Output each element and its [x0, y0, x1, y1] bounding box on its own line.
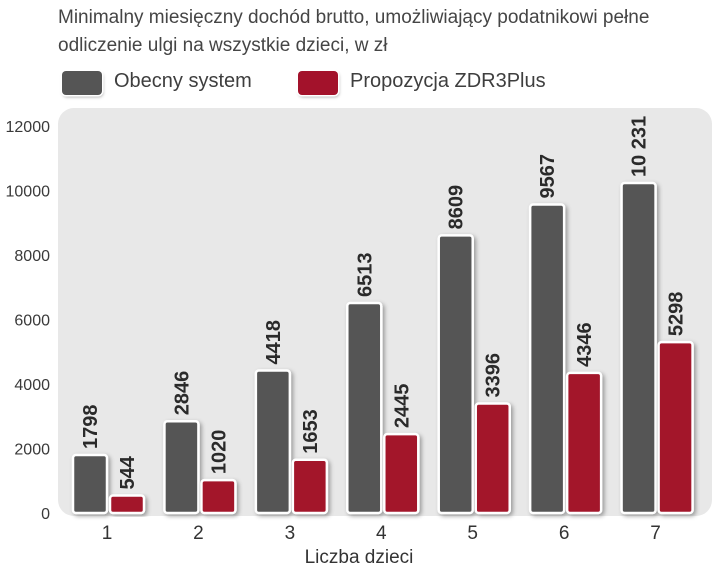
y-tick-label-1: 2000	[14, 442, 50, 459]
bar-s0-c2	[254, 369, 292, 515]
bar-s1-c2	[291, 458, 329, 515]
y-tick-label-3: 6000	[14, 313, 50, 330]
bar-s1-c3	[383, 432, 420, 515]
y-tick-label-5: 10000	[6, 184, 51, 201]
bar-s0-c4	[437, 234, 474, 515]
data-label-s1-c1: 1020	[208, 430, 230, 475]
data-label-s1-c3: 2445	[391, 384, 413, 429]
bar-s0-c6	[620, 181, 657, 515]
x-tick-label-1: 2	[193, 523, 204, 544]
legend-swatch-propozycja-zdr3plus	[298, 71, 338, 95]
legend-label-propozycja-zdr3plus: Propozycja ZDR3Plus	[350, 70, 546, 92]
bar-s1-c6	[657, 340, 694, 515]
data-label-s0-c5: 9567	[537, 154, 559, 199]
y-tick-label-4: 8000	[14, 248, 50, 265]
bar-s1-c1	[200, 478, 237, 515]
data-label-s1-c0: 544	[117, 455, 139, 489]
bar-s0-c0	[71, 453, 109, 515]
bar-s1-c5	[565, 371, 603, 515]
data-label-s1-c6: 5298	[666, 292, 688, 337]
data-label-s1-c4: 3396	[483, 353, 505, 398]
data-label-s1-c5: 4346	[574, 322, 596, 367]
data-label-s0-c6: 10 231	[629, 116, 651, 177]
data-label-s0-c2: 4418	[263, 320, 285, 365]
bar-s1-c4	[474, 402, 511, 515]
data-label-s0-c3: 6513	[354, 252, 376, 297]
data-label-s1-c2: 1653	[300, 409, 322, 454]
y-tick-label-6: 12000	[6, 119, 51, 136]
bar-s0-c3	[346, 301, 383, 515]
x-tick-label-5: 6	[559, 523, 570, 544]
legend-label-obecny-system: Obecny system	[114, 70, 252, 92]
x-tick-label-2: 3	[285, 523, 296, 544]
x-tick-label-0: 1	[102, 523, 113, 544]
data-label-s0-c0: 1798	[80, 405, 102, 450]
bar-s1-c0	[108, 494, 146, 515]
x-tick-label-6: 7	[650, 523, 661, 544]
x-tick-label-3: 4	[376, 523, 387, 544]
x-axis-title: Liczba dzieci	[305, 547, 414, 568]
chart-title: Minimalny miesięczny dochód brutto, umoż…	[58, 7, 650, 56]
bar-s0-c1	[163, 419, 200, 515]
data-label-s0-c1: 2846	[171, 371, 193, 416]
x-tick-label-4: 5	[467, 523, 478, 544]
bar-s0-c5	[528, 203, 566, 515]
y-tick-label-0: 0	[41, 506, 50, 523]
data-label-s0-c4: 8609	[446, 185, 468, 230]
legend-swatch-obecny-system	[62, 71, 102, 95]
y-tick-label-2: 4000	[14, 377, 50, 394]
